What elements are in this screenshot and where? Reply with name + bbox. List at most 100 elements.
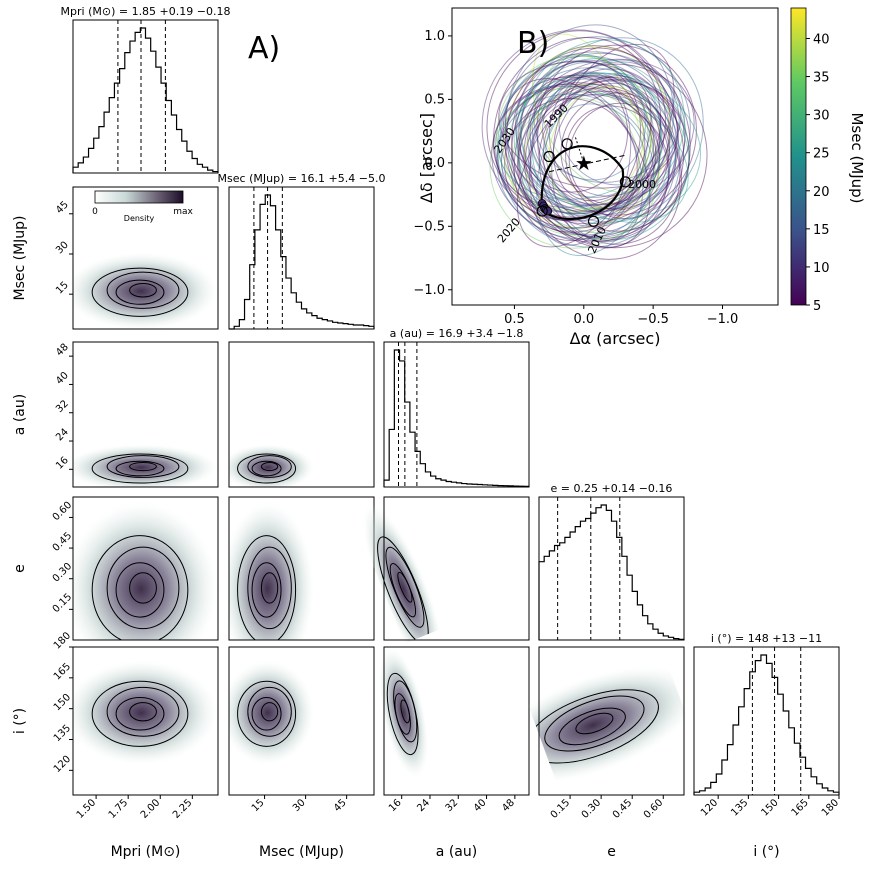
best-fit-orbit [540,145,624,221]
yaxis-label-msec: Msec (MJup) [12,215,28,300]
contour-1 [106,546,180,630]
orbit-track [511,60,642,221]
density-frame [383,646,530,796]
xtick-label: 165 [790,797,811,818]
line-of-nodes [549,154,626,173]
orbit-ytick-label: −1.0 [413,283,445,298]
orbit-track [548,68,670,197]
ytick-label: 135 [52,723,73,744]
density-blob [73,502,218,640]
orbit-track [536,73,662,257]
contour-3 [400,699,411,724]
xtick-label: 30 [291,797,308,814]
epoch-marker-2000 [619,176,632,188]
density-blob [73,252,218,329]
orbit-xtick-label: 0.0 [573,312,594,327]
orbit-xtick-label: −1.0 [707,312,739,327]
density-frame [72,496,219,641]
orbit-track [528,94,661,228]
orbit-track [560,92,671,205]
orbit-track [531,71,652,198]
density-fill [378,647,429,778]
colorbar-tick-label: 30 [813,109,830,124]
density-panel-mpri-a [72,341,219,488]
orbit-track [500,67,681,248]
orbit-track [518,74,629,193]
colorbar-tick-label: 25 [813,147,830,162]
xaxis-label-i: i (°) [753,844,779,860]
orbit-track [542,78,690,232]
orbit-track [501,93,664,208]
density-frame [228,496,375,641]
contour-2 [115,460,165,477]
hist-title-a: a (au) = 16.9 +3.4 −1.8 [390,327,524,340]
yaxis-msec: 15 30 45 Msec (MJup) [12,199,73,301]
ytick-label: 150 [52,692,73,713]
hist-step [229,194,375,330]
xtick-label: 2.00 [139,797,163,821]
xtick-label: 150 [759,797,780,818]
density-frame [538,646,685,796]
epoch-marker-2030 [543,150,555,163]
contour-1 [106,271,180,309]
orbit-track [529,75,632,246]
density-panel-mpri-msec [72,186,219,330]
orbit-track [538,90,681,245]
ytick-label: 16 [54,455,71,472]
xtick-label: 0.15 [549,797,573,821]
density-panel-a-e [362,496,530,644]
ytick-label: 30 [54,240,71,257]
orbit-track [516,58,690,241]
orbit-track [510,97,640,236]
orbit-track [548,85,652,211]
density-fill [73,660,218,765]
density-frame [72,186,219,330]
contour-1 [544,695,645,752]
colorbar-tick-label: 10 [813,261,830,276]
hist-panel-msec: Msec (MJup) = 16.1 +5.4 −5.0 [218,172,385,330]
orbit-track [495,55,677,236]
orbit-ytick-label: 0.0 [424,156,445,171]
ytick-label: 45 [54,199,71,216]
orbit-ytick-label: 1.0 [424,29,445,44]
density-panel-a-i [378,646,530,796]
density-colorbar-bar [94,190,184,204]
ytick-label: 0.15 [51,592,75,616]
orbit-track [529,76,685,239]
ytick-label: 120 [52,754,73,775]
panel-a-label: A) [248,31,280,66]
panel-b-label: B) [517,26,549,61]
contour-2 [115,562,165,618]
contour-0 [91,680,189,747]
xtick-label: 0.45 [611,797,635,821]
orbit-track [565,105,670,220]
orbit-xtick-label: −0.5 [637,312,669,327]
host-star-icon: ★ [575,151,593,175]
orbit-track [497,82,657,229]
colorbar-tick-label: 5 [813,299,821,314]
orbit-ylabel: Δδ [arcsec] [417,113,436,203]
orbit-track [515,51,678,205]
orbit-track [517,76,683,260]
orbit-track [505,36,691,216]
xtick-label: 1.50 [75,797,99,821]
contour-1 [247,546,292,630]
orbit-track [513,72,646,242]
density-panel-msec-a [228,341,375,488]
orbit-track [558,59,680,186]
yaxis-label-e: e [12,564,28,573]
orbit-xtick-label: 0.5 [504,312,525,327]
density-frame [72,341,219,488]
xtick-label: 120 [699,797,720,818]
orbit-track [533,61,646,181]
density-blob [73,444,218,487]
epoch-marker-1990 [561,138,573,150]
ytick-label: 0.30 [51,561,75,585]
orbit-track [540,55,662,193]
ytick-label: 165 [52,661,73,682]
xaxis-label-mpri: Mpri (M⊙) [111,844,181,860]
orbit-track [552,43,675,202]
contour-0 [237,680,297,747]
orbit-ytick-label: −0.5 [413,219,445,234]
xtick-label: 0.60 [642,797,666,821]
